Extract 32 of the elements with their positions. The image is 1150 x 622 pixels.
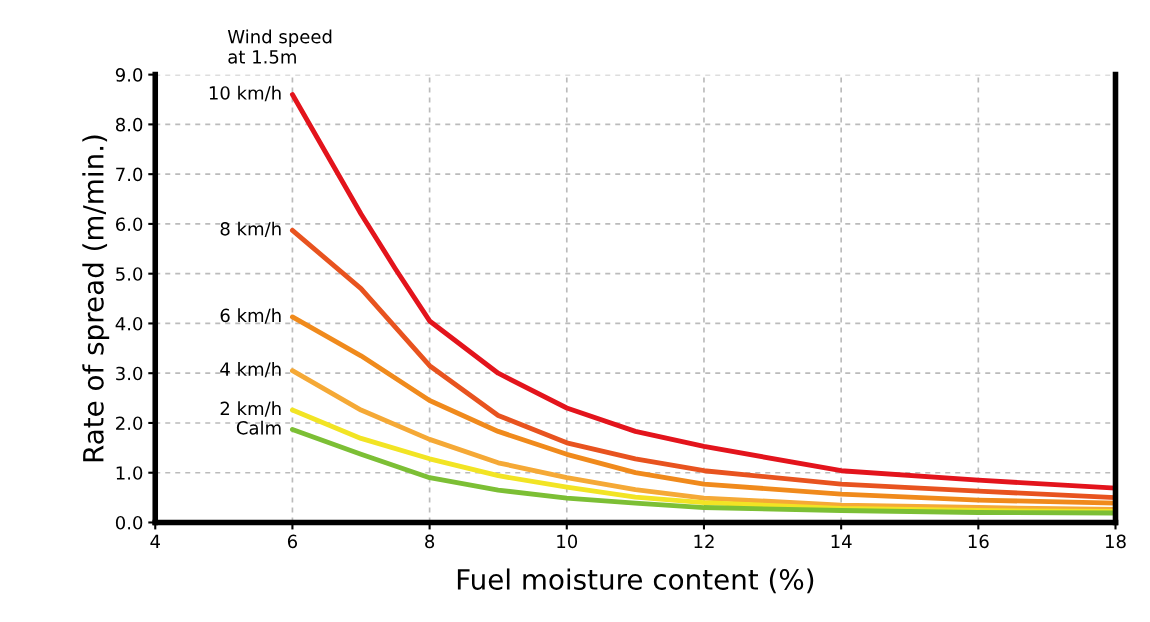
x-tick-label: 14 bbox=[831, 534, 852, 548]
series-label: 2 km/h bbox=[220, 401, 281, 417]
x-tick-label: 8 bbox=[425, 534, 435, 549]
series-label: 10 km/h bbox=[209, 85, 281, 102]
y-tick-label: 7.0 bbox=[116, 167, 143, 182]
x-tick-label: 12 bbox=[694, 534, 714, 548]
legend-title: Wind speed at 1.5m bbox=[227, 29, 332, 64]
x-tick-label: 18 bbox=[1106, 534, 1126, 549]
y-tick-label: 3.0 bbox=[116, 366, 143, 381]
y-tick-label: 8.0 bbox=[115, 117, 143, 132]
x-tick-label: 6 bbox=[287, 534, 298, 549]
x-tick-label: 4 bbox=[150, 534, 160, 548]
line-series bbox=[290, 227, 1116, 501]
line-series bbox=[290, 92, 1116, 491]
x-tick-label: 10 bbox=[557, 534, 578, 549]
y-tick-label: 1.0 bbox=[116, 466, 143, 480]
y-tick-label: 9.0 bbox=[115, 68, 143, 82]
y-tick-label: 5.0 bbox=[116, 267, 143, 281]
line-series bbox=[290, 368, 1116, 512]
y-tick-label: 4.0 bbox=[115, 316, 143, 331]
line-series bbox=[290, 427, 1116, 516]
y-axis-title: Rate of spread (m/min.) bbox=[82, 135, 110, 462]
x-tick-label: 16 bbox=[968, 534, 989, 549]
x-axis-title: Fuel moisture content (%) bbox=[457, 568, 814, 594]
y-tick-label: 6.0 bbox=[115, 217, 143, 232]
y-tick-label: 0.0 bbox=[115, 515, 143, 530]
series-label: 4 km/h bbox=[220, 361, 281, 378]
y-tick-label: 2.0 bbox=[116, 416, 143, 431]
series-label: Calm bbox=[236, 420, 281, 435]
series-label: 6 km/h bbox=[220, 308, 281, 324]
line-series bbox=[290, 314, 1116, 506]
series-label: 8 km/h bbox=[220, 221, 281, 238]
